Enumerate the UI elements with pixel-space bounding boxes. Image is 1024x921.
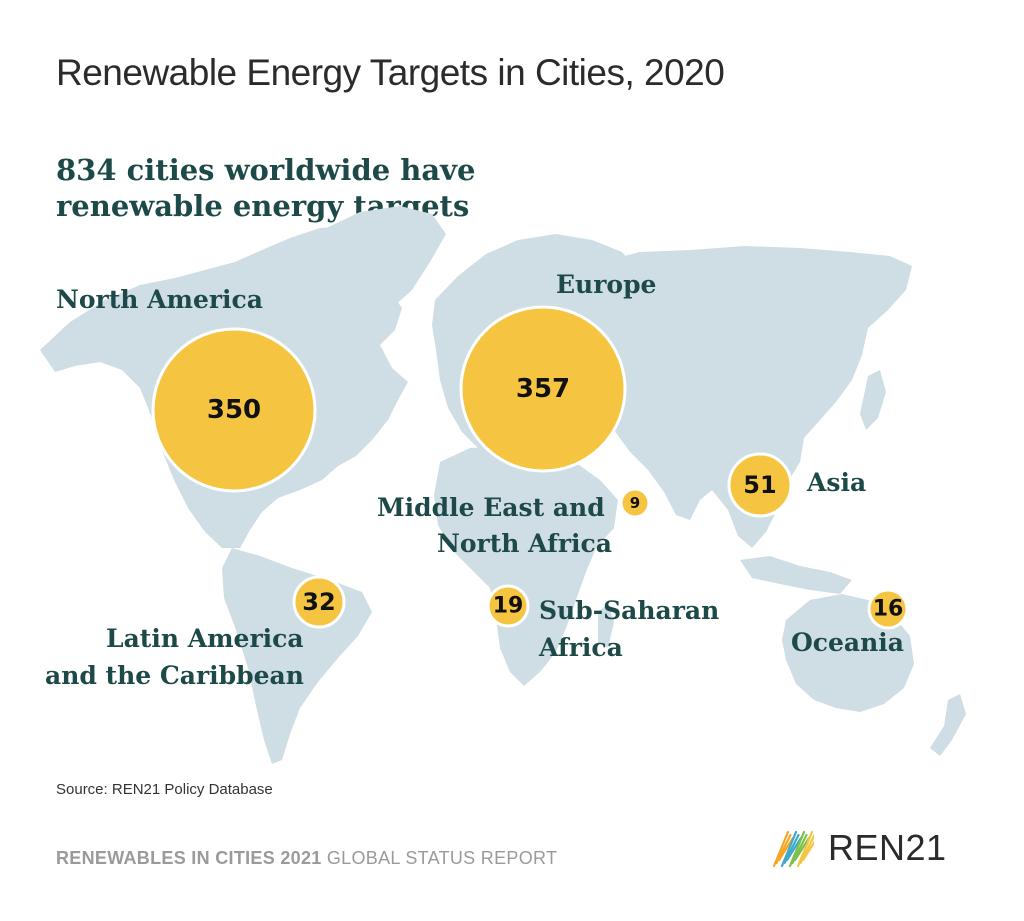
landmass-japan — [860, 370, 886, 430]
value-middle-east-north-africa: 9 — [630, 494, 640, 512]
bubbles — [151, 305, 909, 630]
source-note: Source: REN21 Policy Database — [56, 781, 273, 798]
footer-normal: GLOBAL STATUS REPORT — [321, 848, 558, 868]
logo-stripe — [788, 830, 806, 868]
bubble-north-america — [151, 327, 317, 493]
ren21-logo: REN21 — [770, 826, 947, 870]
landmass-greenland — [318, 206, 446, 308]
value-europe: 357 — [516, 374, 570, 404]
region-labels: North America Europe Middle East and Nor… — [45, 270, 904, 690]
label-oceania: Oceania — [791, 628, 904, 657]
bubble-asia — [727, 452, 793, 518]
label-latin-america-caribbean-1: Latin America — [106, 624, 304, 653]
value-sub-saharan-africa: 19 — [493, 594, 524, 619]
logo-stripe — [785, 836, 803, 862]
label-sub-saharan-africa-2: Africa — [538, 633, 623, 662]
logo-stripe — [801, 840, 814, 862]
ren21-logo-icon — [772, 830, 814, 868]
logo-stripe — [777, 836, 795, 862]
label-middle-east-north-africa-2: North Africa — [437, 529, 612, 558]
report-footer: RENEWABLES IN CITIES 2021 GLOBAL STATUS … — [56, 848, 557, 869]
value-asia: 51 — [743, 471, 776, 499]
landmass-new-zealand — [930, 694, 966, 756]
label-europe: Europe — [556, 270, 656, 299]
landmass-asia — [596, 246, 912, 548]
value-latin-america-caribbean: 32 — [302, 588, 335, 616]
chart-title: Renewable Energy Targets in Cities, 2020 — [56, 52, 725, 93]
landmass-southeast-asia-islands — [740, 556, 852, 594]
label-sub-saharan-africa-1: Sub-Saharan — [539, 596, 719, 625]
logo-stripe — [780, 830, 798, 868]
bubble-middle-east-north-africa — [619, 487, 651, 519]
value-oceania: 16 — [873, 597, 904, 622]
label-north-america: North America — [56, 285, 263, 314]
headline-line-1: 834 cities worldwide have — [56, 153, 476, 187]
value-north-america: 350 — [207, 395, 261, 425]
bubble-oceania — [867, 588, 909, 630]
bubble-europe — [459, 305, 627, 473]
landmass-africa — [434, 446, 618, 686]
label-latin-america-caribbean-2: and the Caribbean — [45, 661, 304, 690]
bubble-values: 350 357 9 51 32 19 16 — [207, 374, 903, 622]
logo-stripe — [793, 836, 811, 862]
ren21-logo-text: REN21 — [828, 827, 947, 868]
logo-stripe — [796, 830, 814, 868]
bubble-sub-saharan-africa — [486, 584, 530, 628]
logo-stripe — [772, 830, 790, 868]
label-middle-east-north-africa-1: Middle East and — [377, 493, 605, 522]
bubble-latin-america-caribbean — [292, 575, 346, 629]
landmass-madagascar — [598, 604, 614, 648]
footer-bold: RENEWABLES IN CITIES 2021 — [56, 848, 322, 868]
label-asia: Asia — [806, 468, 866, 497]
landmass-south-america — [222, 548, 372, 764]
